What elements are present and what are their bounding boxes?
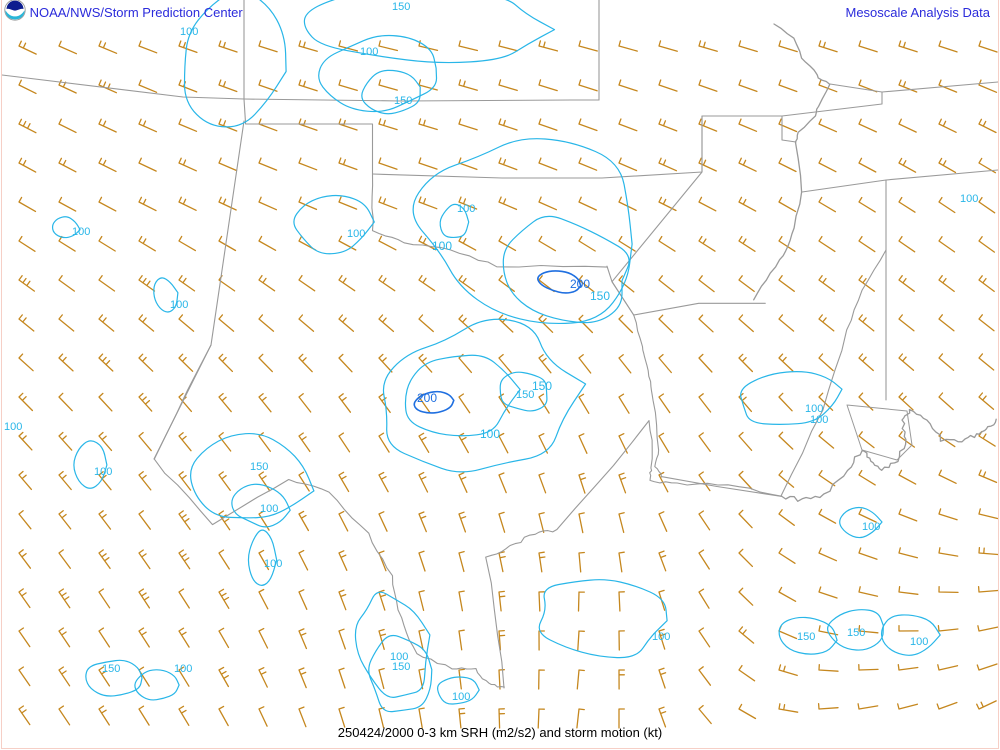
svg-text:150: 150: [250, 461, 268, 473]
svg-text:100: 100: [960, 193, 978, 205]
svg-text:100: 100: [862, 521, 880, 533]
svg-text:100: 100: [432, 239, 452, 253]
svg-text:150: 150: [394, 95, 412, 107]
svg-text:100: 100: [174, 663, 192, 675]
svg-text:100: 100: [260, 503, 278, 515]
svg-text:100: 100: [457, 203, 475, 215]
svg-text:100: 100: [264, 558, 282, 570]
svg-text:200: 200: [570, 277, 590, 291]
svg-text:200: 200: [417, 391, 437, 405]
svg-text:100: 100: [810, 414, 828, 426]
svg-text:150: 150: [847, 627, 865, 639]
svg-text:100: 100: [910, 636, 928, 648]
svg-text:100: 100: [360, 46, 378, 58]
svg-text:100: 100: [94, 466, 112, 478]
svg-text:150: 150: [392, 1, 410, 13]
svg-text:100: 100: [652, 631, 670, 643]
svg-text:100: 100: [72, 226, 90, 238]
svg-text:150: 150: [102, 663, 120, 675]
svg-text:150: 150: [590, 289, 610, 303]
svg-text:150: 150: [516, 389, 534, 401]
svg-text:100: 100: [452, 691, 470, 703]
svg-text:100: 100: [390, 651, 408, 663]
svg-text:100: 100: [180, 26, 198, 38]
svg-text:100: 100: [170, 299, 188, 311]
svg-text:150: 150: [532, 379, 552, 393]
svg-text:100: 100: [347, 228, 365, 240]
svg-text:100: 100: [480, 427, 500, 441]
svg-text:100: 100: [4, 421, 22, 433]
svg-text:150: 150: [797, 631, 815, 643]
